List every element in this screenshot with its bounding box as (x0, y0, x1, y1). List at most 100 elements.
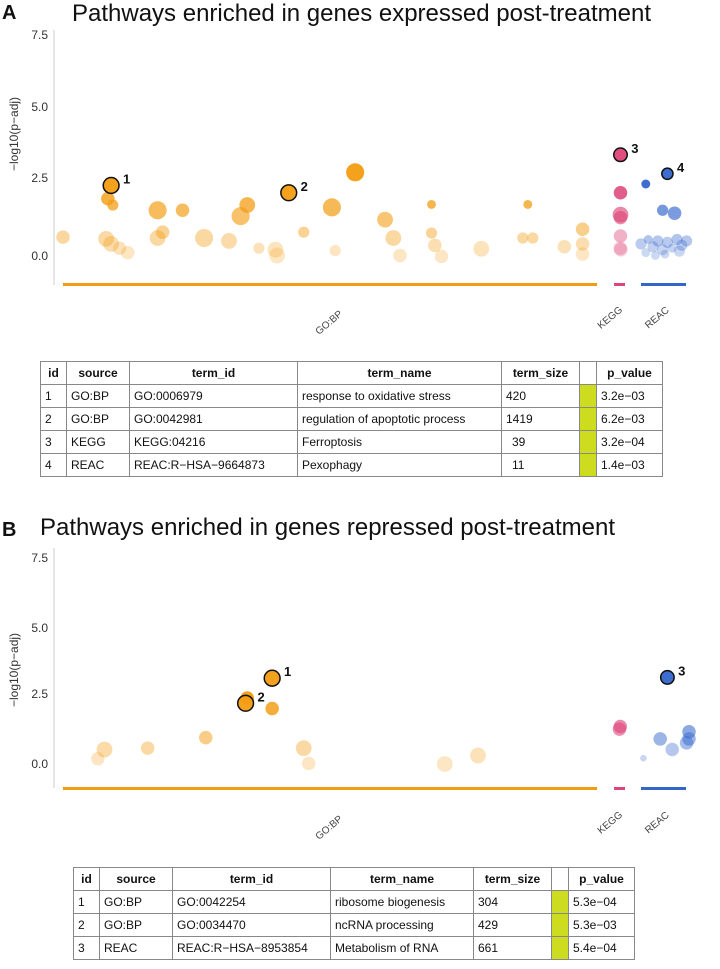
term-point[interactable] (322, 198, 341, 217)
term-point[interactable] (96, 741, 113, 758)
term-point[interactable] (613, 241, 627, 255)
term-point[interactable] (434, 249, 449, 264)
term-point[interactable] (473, 240, 490, 257)
term-point[interactable] (653, 732, 667, 746)
term-point[interactable] (523, 199, 533, 209)
term-point[interactable] (613, 719, 628, 734)
term-point[interactable] (428, 238, 442, 253)
term-point[interactable] (613, 186, 628, 200)
panel-b-title: Pathways enriched in genes repressed pos… (40, 514, 615, 541)
table-cell: 5.4e−04 (568, 936, 635, 960)
panel-a-letter: A (2, 2, 17, 24)
significance-bar (579, 430, 597, 454)
term-point[interactable] (613, 229, 628, 243)
source-bar-kegg (614, 787, 625, 790)
term-point[interactable] (641, 248, 651, 258)
term-point[interactable] (155, 225, 170, 239)
term-point[interactable] (301, 756, 316, 771)
term-point[interactable] (239, 197, 256, 213)
x-tick-label: KEGG (596, 304, 625, 331)
term-point[interactable] (329, 244, 341, 257)
term-point[interactable] (265, 701, 279, 716)
term-point[interactable] (682, 732, 696, 746)
significance-bar (579, 384, 597, 408)
term-point[interactable] (575, 247, 590, 261)
term-point[interactable] (195, 228, 214, 248)
term-point[interactable] (650, 251, 660, 260)
term-point[interactable] (527, 232, 539, 244)
term-point[interactable] (393, 248, 407, 263)
term-point[interactable] (346, 163, 365, 182)
term-point[interactable] (269, 247, 286, 264)
highlighted-term-point[interactable] (659, 669, 675, 685)
term-point[interactable] (667, 206, 682, 220)
highlighted-term-point[interactable] (661, 167, 674, 181)
term-point[interactable] (657, 204, 669, 216)
term-point[interactable] (175, 203, 190, 218)
term-point[interactable] (140, 741, 155, 755)
table-row: 1 GO:BP GO:0042254 ribosome biogenesis 3… (73, 890, 635, 914)
term-point[interactable] (427, 199, 436, 209)
term-point[interactable] (517, 232, 529, 244)
highlighted-term-point[interactable] (236, 694, 255, 712)
term-point[interactable] (647, 241, 659, 253)
term-point[interactable] (679, 736, 694, 750)
term-point[interactable] (298, 226, 310, 238)
table-cell: GO:BP (66, 384, 130, 408)
term-point[interactable] (295, 740, 312, 757)
term-point[interactable] (661, 236, 674, 248)
term-point[interactable] (120, 245, 135, 260)
table-cell: ribosome biogenesis (330, 890, 474, 914)
table-cell: Pexophagy (297, 453, 502, 477)
term-point[interactable] (221, 233, 237, 249)
term-point[interactable] (657, 244, 669, 256)
term-point[interactable] (112, 241, 127, 255)
term-point[interactable] (614, 242, 628, 257)
x-tick-label: REAC (643, 305, 671, 331)
term-point[interactable] (660, 249, 670, 259)
term-point[interactable] (667, 243, 677, 253)
table-row: 2 GO:BP GO:0034470 ncRNA processing 429 … (73, 913, 635, 937)
table-cell: 2 (40, 407, 67, 431)
term-point[interactable] (635, 238, 647, 250)
term-point[interactable] (377, 211, 393, 228)
term-point[interactable] (148, 201, 167, 220)
term-point[interactable] (425, 227, 438, 239)
highlighted-term-point[interactable] (263, 669, 281, 687)
term-point[interactable] (613, 210, 628, 225)
term-point[interactable] (640, 754, 647, 762)
column-header: id (73, 867, 100, 891)
term-point[interactable] (682, 725, 696, 739)
term-point[interactable] (149, 230, 166, 246)
term-point[interactable] (103, 235, 120, 252)
term-point[interactable] (671, 233, 683, 246)
term-point[interactable] (557, 240, 572, 254)
term-point[interactable] (641, 179, 651, 189)
panel-b-chart: −log10(p−adj) 7.5 5.0 2.5 0.0 21 3 GO:BP … (7, 548, 696, 842)
table-cell: 661 (473, 936, 552, 960)
term-point[interactable] (107, 199, 119, 211)
highlight-label: 3 (678, 663, 685, 678)
term-point[interactable] (253, 242, 265, 254)
highlighted-term-point[interactable] (613, 147, 628, 163)
highlighted-term-point[interactable] (280, 184, 298, 202)
term-point[interactable] (470, 747, 486, 764)
term-point[interactable] (673, 245, 686, 257)
highlighted-term-point[interactable] (102, 176, 120, 195)
term-point[interactable] (91, 751, 105, 766)
term-point[interactable] (681, 235, 693, 247)
term-point[interactable] (56, 230, 70, 244)
term-point[interactable] (436, 756, 453, 772)
term-point[interactable] (665, 742, 679, 757)
term-point[interactable] (98, 230, 115, 247)
term-point[interactable] (267, 241, 284, 258)
term-point[interactable] (385, 230, 402, 246)
term-point[interactable] (676, 239, 688, 251)
term-point[interactable] (575, 222, 590, 237)
term-point[interactable] (199, 730, 213, 745)
term-point[interactable] (575, 237, 590, 251)
term-point[interactable] (652, 235, 664, 247)
y-tick-label: 7.5 (31, 28, 48, 42)
term-point[interactable] (643, 235, 653, 244)
table-cell: REAC (66, 453, 130, 477)
